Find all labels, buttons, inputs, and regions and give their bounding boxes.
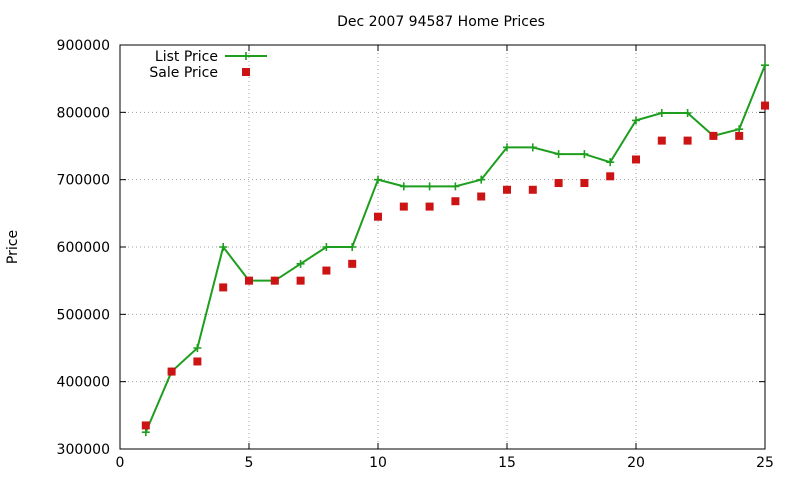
x-tick-label: 0: [116, 455, 125, 471]
sale-price-point: [219, 283, 228, 292]
sale-price-point: [606, 172, 615, 181]
list-price-point: [606, 158, 615, 167]
sale-price-point: [451, 197, 460, 206]
sale-price-point: [193, 357, 202, 366]
legend-marker-sale-price: [242, 68, 250, 76]
plot-frame: [119, 44, 766, 450]
x-tick-label: 5: [245, 455, 254, 471]
list-price-line: [144, 64, 766, 433]
y-tick-label: 700000: [57, 173, 110, 189]
x-tick-label: 10: [369, 455, 387, 471]
y-tick-label: 500000: [57, 307, 110, 323]
sale-price-point: [425, 202, 434, 211]
legend-label-sale-price: Sale Price: [149, 65, 218, 81]
legend-marker-list-price: [242, 52, 250, 60]
sale-price-point: [245, 276, 253, 285]
list-price-point: [425, 182, 434, 191]
list-price-point: [296, 259, 305, 268]
list-price-point: [348, 243, 357, 251]
sale-price-point: [270, 276, 279, 285]
list-price-point: [554, 150, 563, 159]
y-tick-label: 600000: [57, 240, 110, 256]
list-price-point: [761, 61, 769, 70]
sale-price-point: [761, 101, 769, 110]
list-price-point: [399, 182, 408, 191]
legend-label-list-price: List Price: [155, 49, 218, 65]
list-price-point: [451, 182, 460, 191]
sale-price-point: [554, 179, 563, 188]
series: [141, 61, 769, 437]
legend: List Price Sale Price: [149, 49, 267, 81]
axis-ticks: 0 5 10 15 20 25 300000 400000 500000 600000 700000…: [57, 38, 774, 471]
sale-price-point: [322, 266, 331, 275]
sale-price-point: [709, 131, 718, 140]
sale-price-point: [735, 131, 744, 140]
list-price-point: [477, 175, 486, 184]
sale-price-point: [374, 212, 382, 221]
list-price-point: [503, 143, 511, 152]
list-price-point: [528, 143, 537, 152]
list-price-point: [141, 428, 150, 437]
list-price-point: [683, 109, 692, 118]
list-price-point: [735, 125, 744, 134]
sale-price-point: [580, 179, 589, 188]
y-tick-label: 300000: [57, 442, 110, 458]
x-tick-label: 15: [498, 455, 516, 471]
x-tick-label: 20: [627, 455, 645, 471]
y-axis-label: Price: [5, 230, 21, 264]
list-price-point: [322, 243, 331, 251]
sale-price-point: [528, 185, 537, 194]
sale-price-point: [477, 192, 486, 201]
list-price-point: [657, 109, 666, 118]
chart-title: Dec 2007 94587 Home Prices: [337, 14, 545, 30]
list-price-point: [580, 150, 589, 159]
y-tick-label: 900000: [57, 38, 110, 54]
sale-price-point: [348, 259, 357, 268]
list-price-point: [193, 344, 202, 352]
sale-price-point: [399, 202, 408, 211]
sale-price-point: [141, 421, 150, 430]
list-price-point: [219, 243, 228, 251]
list-price-point: [374, 175, 382, 184]
y-tick-label: 800000: [57, 105, 110, 121]
sale-price-point: [632, 155, 640, 164]
x-tick-label: 25: [756, 455, 774, 471]
list-price-point: [632, 116, 640, 125]
grid: [120, 45, 765, 449]
sale-price-point: [683, 136, 692, 145]
sale-price-point: [167, 367, 176, 376]
sale-price-point: [503, 185, 511, 194]
sale-price-point: [657, 136, 666, 145]
y-tick-label: 400000: [57, 375, 110, 391]
sale-price-point: [296, 276, 305, 285]
